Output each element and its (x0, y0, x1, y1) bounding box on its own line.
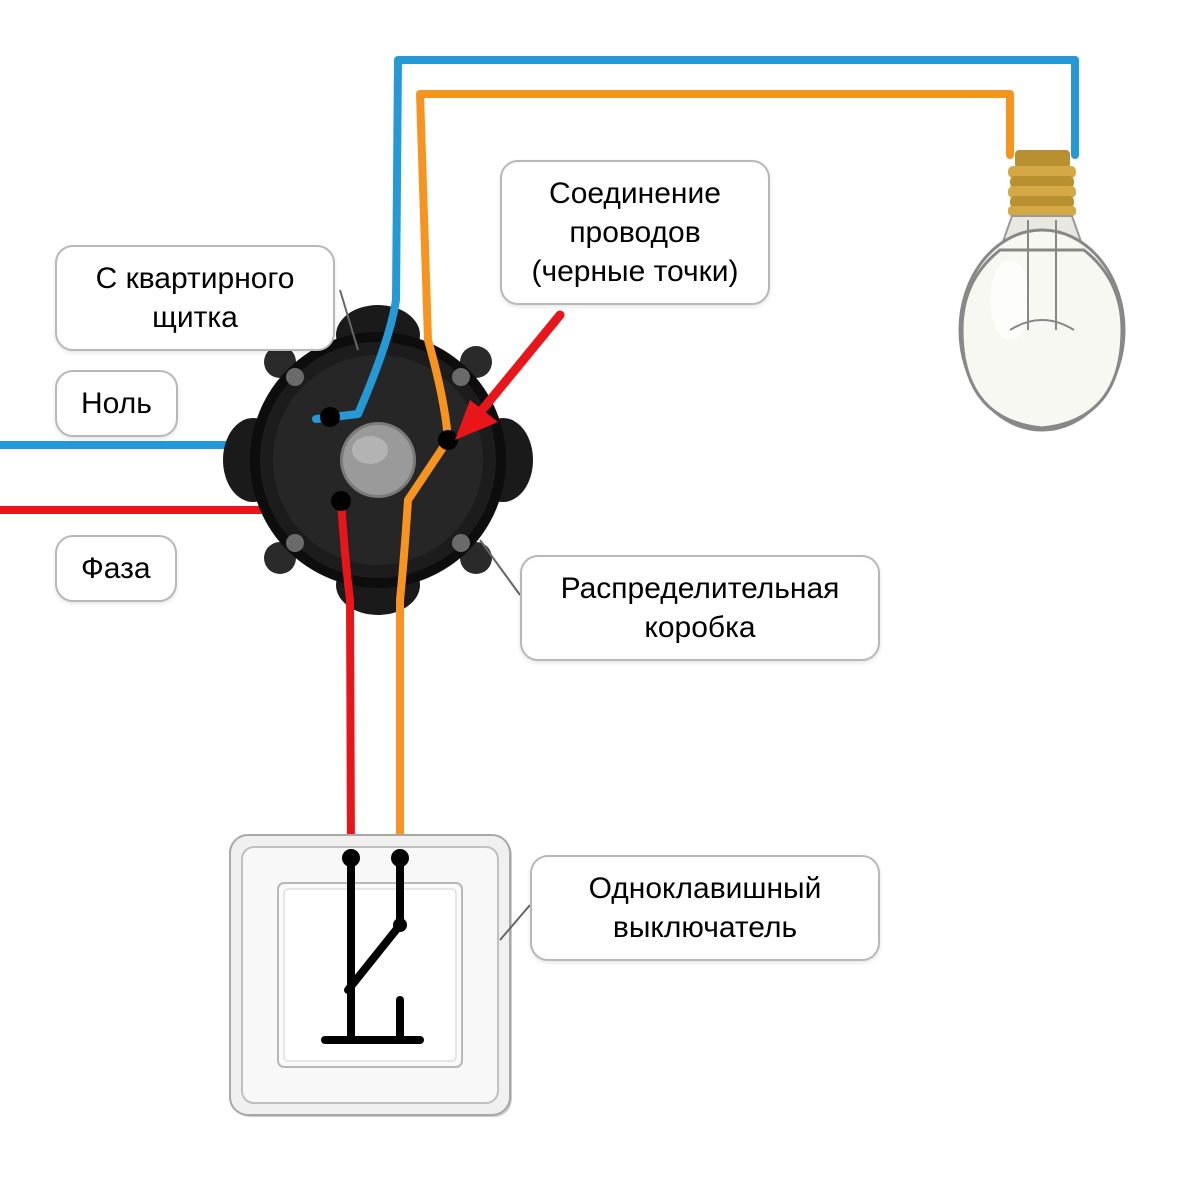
label-text: Распределительная коробка (561, 572, 840, 644)
light-bulb (960, 150, 1124, 430)
label-text: Одноклавишный выключатель (589, 872, 822, 944)
label-neutral: Ноль (55, 370, 178, 437)
label-text: Фаза (81, 552, 151, 585)
label-switch: Одноклавишный выключатель (530, 855, 880, 961)
label-text: Соединение проводов (черные точки) (531, 177, 738, 288)
label-text: С квартирного щитка (96, 262, 295, 334)
label-junction-box: Распределительная коробка (520, 555, 880, 661)
label-panel-source: С квартирного щитка (55, 245, 335, 351)
wiring-diagram: С квартирного щитка Ноль Фаза Соединение… (0, 0, 1193, 1200)
label-junction-points: Соединение проводов (черные точки) (500, 160, 770, 305)
label-phase: Фаза (55, 535, 177, 602)
wall-switch (230, 835, 512, 1117)
label-text: Ноль (81, 387, 152, 420)
junction-box (223, 305, 533, 615)
junction-dot (320, 407, 340, 427)
junction-dot (331, 491, 351, 511)
switch-pivot (393, 918, 407, 932)
